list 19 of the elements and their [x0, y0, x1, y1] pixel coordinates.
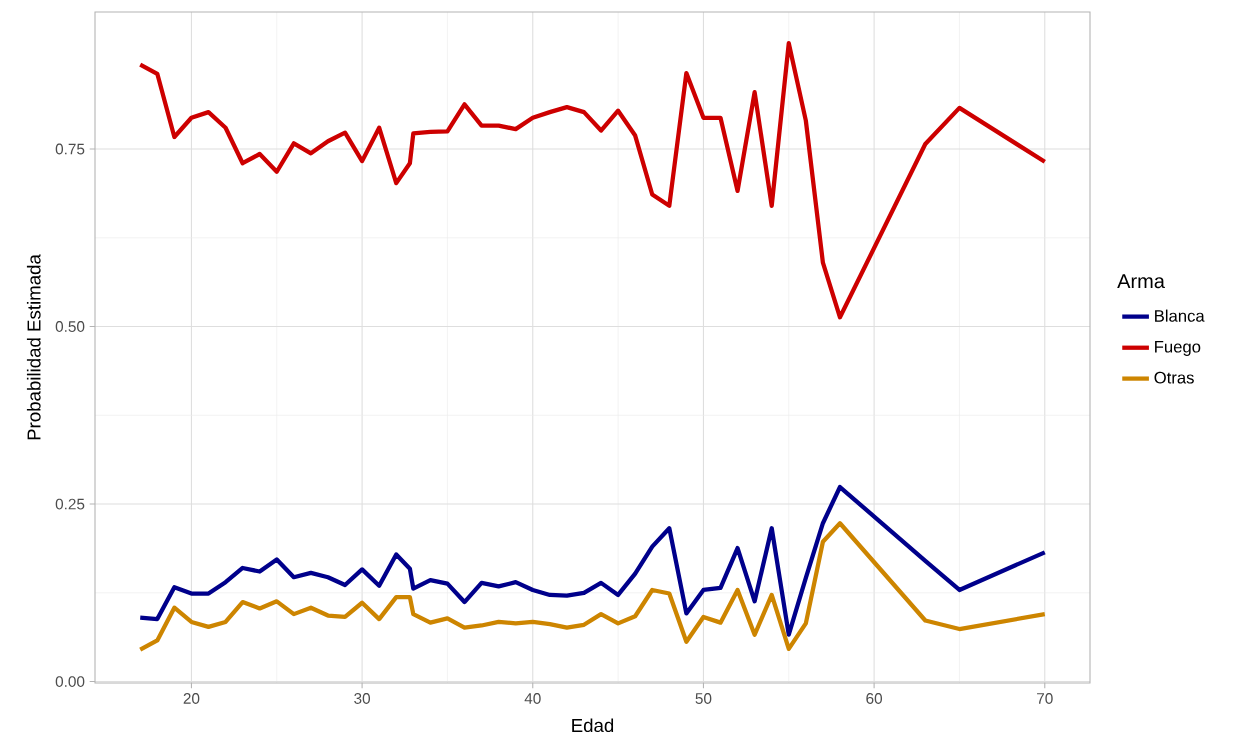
legend-label: Otras: [1154, 371, 1194, 384]
line-series: [138, 484, 1047, 637]
x-tick-label: 70: [1037, 693, 1053, 704]
y-axis-title: Probabilidad Estimada: [26, 254, 41, 440]
x-tick-label: 30: [354, 693, 371, 704]
x-tick-label: 60: [866, 693, 883, 704]
x-tick-label: 40: [524, 693, 541, 704]
x-tick-label: 20: [183, 693, 200, 704]
x-axis-title: Edad: [572, 718, 614, 733]
y-tick-label: 0.25: [55, 498, 85, 510]
line-series: [138, 41, 1047, 320]
y-tick-label: 0.75: [55, 143, 85, 155]
x-tick-label: 50: [695, 693, 712, 704]
legend-label: Fuego: [1155, 340, 1201, 356]
y-tick-label: 0.00: [55, 676, 85, 687]
legend-label: Blanca: [1155, 309, 1205, 322]
y-tick-label: 0.50: [55, 321, 85, 332]
line-series: [138, 521, 1047, 652]
legend-title: Arma: [1117, 274, 1165, 289]
